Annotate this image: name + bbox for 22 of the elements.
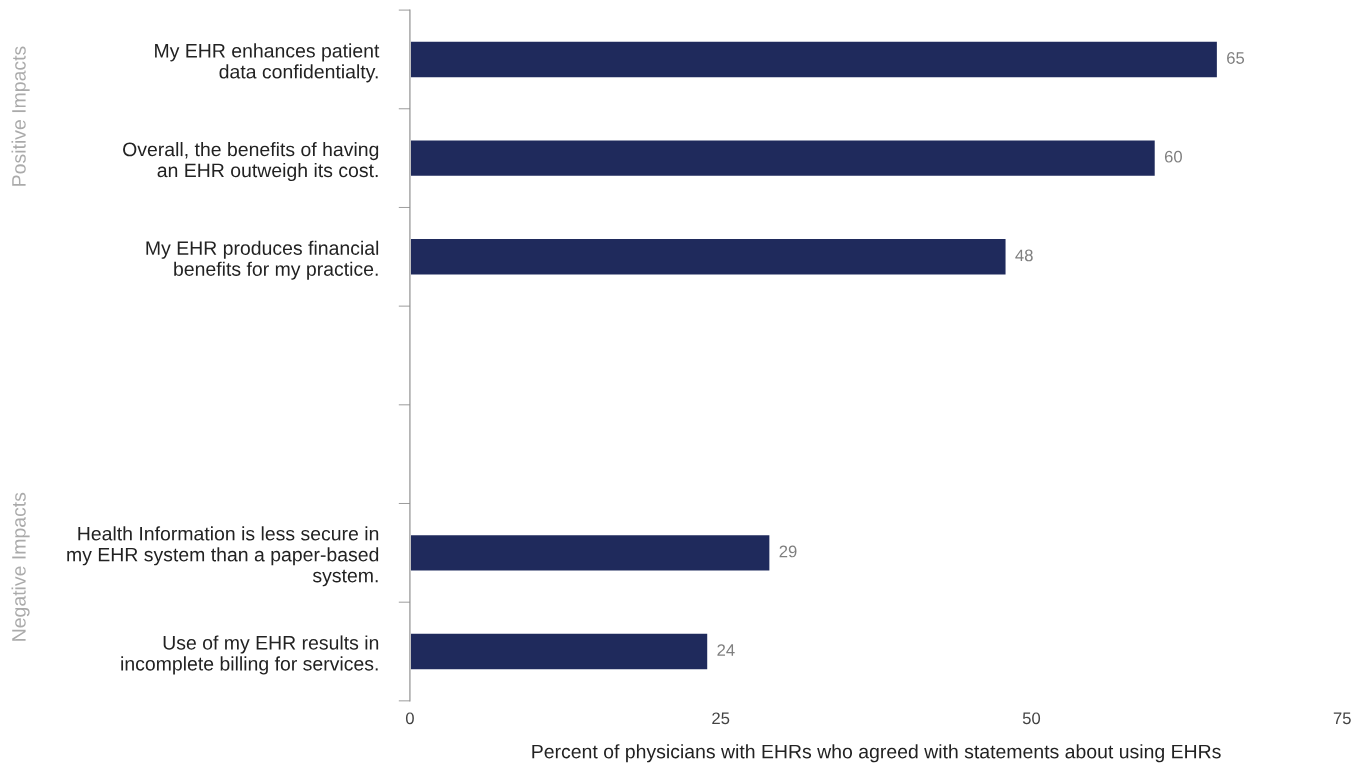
data-label: 60 (1164, 150, 1182, 163)
bar (409, 631, 710, 672)
text: Negative Impacts (11, 492, 30, 641)
bar (409, 237, 1008, 277)
data-label: 24 (717, 644, 735, 656)
data-label: 29 (779, 545, 797, 558)
bar (409, 138, 1157, 178)
x-tick-label: 75 (1333, 712, 1351, 725)
y-tick-label: Overall, the benefits of having an EHR outweigh its cost. (123, 142, 379, 182)
y-tick-label: Health Information is less secure in my EHR system than a paper-based system. (67, 526, 379, 587)
data-label: 48 (1015, 249, 1033, 262)
x-tick-label: 50 (1022, 712, 1041, 725)
x-tick-label: 25 (712, 712, 730, 725)
x-tick-label: 0 (405, 712, 414, 725)
y-tick-label: My EHR enhances patient data confidentialty. (155, 43, 380, 83)
bar (409, 533, 772, 573)
data-label: 65 (1227, 52, 1245, 64)
y-tick-label: My EHR produces financial benefits for my practice. (146, 240, 379, 280)
y-tick-label: Use of my EHR results in incomplete billing for services. (121, 635, 379, 675)
x-axis-title: Percent of physicians with EHRs who agreed with statements about using EHRs (532, 744, 1221, 763)
text: Positive Impacts (11, 46, 30, 186)
bar (409, 39, 1219, 80)
